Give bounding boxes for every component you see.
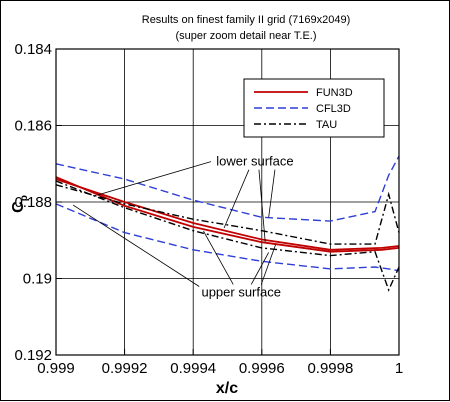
y-axis-label: Cp xyxy=(10,195,30,213)
series-line-tau-lower xyxy=(55,184,400,245)
curves xyxy=(55,155,400,292)
leader-line xyxy=(268,169,276,218)
annotation-leaders xyxy=(72,161,276,287)
y-tick-label: 0.184 xyxy=(14,41,52,58)
leader-line xyxy=(72,204,200,287)
annotations: lower surface upper surface xyxy=(201,154,293,300)
x-tick-label: 0.9996 xyxy=(239,360,285,377)
leader-line xyxy=(97,161,212,196)
leader-line xyxy=(250,252,270,285)
leader-line xyxy=(203,230,234,285)
series-line-cfl3d-upper xyxy=(55,203,400,272)
legend: FUN3D CFL3D TAU xyxy=(243,78,385,138)
legend-label-tau: TAU xyxy=(316,119,337,131)
tick-labels: 0.999 0.9992 0.9994 0.9996 0.9998 1 0.184 0.186… xyxy=(14,41,403,377)
leader-line xyxy=(260,244,276,285)
legend-label-cfl3d: CFL3D xyxy=(316,103,351,115)
leader-line xyxy=(258,169,266,243)
x-tick-label: 0.9998 xyxy=(307,360,353,377)
y-axis-label-group: Cp xyxy=(10,195,30,213)
series-line-fun3d-lower xyxy=(55,178,400,251)
y-tick-label: 0.186 xyxy=(14,118,52,135)
annotation-label: lower surface xyxy=(216,154,293,169)
legend-label-fun3d: FUN3D xyxy=(316,87,353,99)
chart-subtitle: (super zoom detail near T.E.) xyxy=(175,30,316,42)
x-axis-label: x/c xyxy=(216,380,238,397)
y-tick-label: 0.188 xyxy=(14,194,52,211)
y-tick-label: 0.19 xyxy=(23,271,52,288)
series-line-tau-upper xyxy=(55,180,400,292)
legend-box xyxy=(243,78,385,138)
x-tick-label: 1 xyxy=(395,360,403,377)
x-tick-label: 0.9992 xyxy=(102,360,148,377)
x-tick-label: 0.999 xyxy=(37,360,75,377)
annotation-label: upper surface xyxy=(201,284,281,299)
y-axis-label-sub: p xyxy=(19,195,30,201)
series-line-fun3d-upper xyxy=(55,176,400,253)
y-tick-label: 0.192 xyxy=(14,347,52,364)
x-tick-label: 0.9994 xyxy=(170,360,216,377)
ticks xyxy=(55,48,400,356)
series-line-cfl3d-lower xyxy=(55,155,400,222)
leader-line xyxy=(223,169,250,229)
chart-title: Results on finest family II grid (7169x2… xyxy=(142,14,351,26)
y-axis-label-main: C xyxy=(10,201,27,213)
